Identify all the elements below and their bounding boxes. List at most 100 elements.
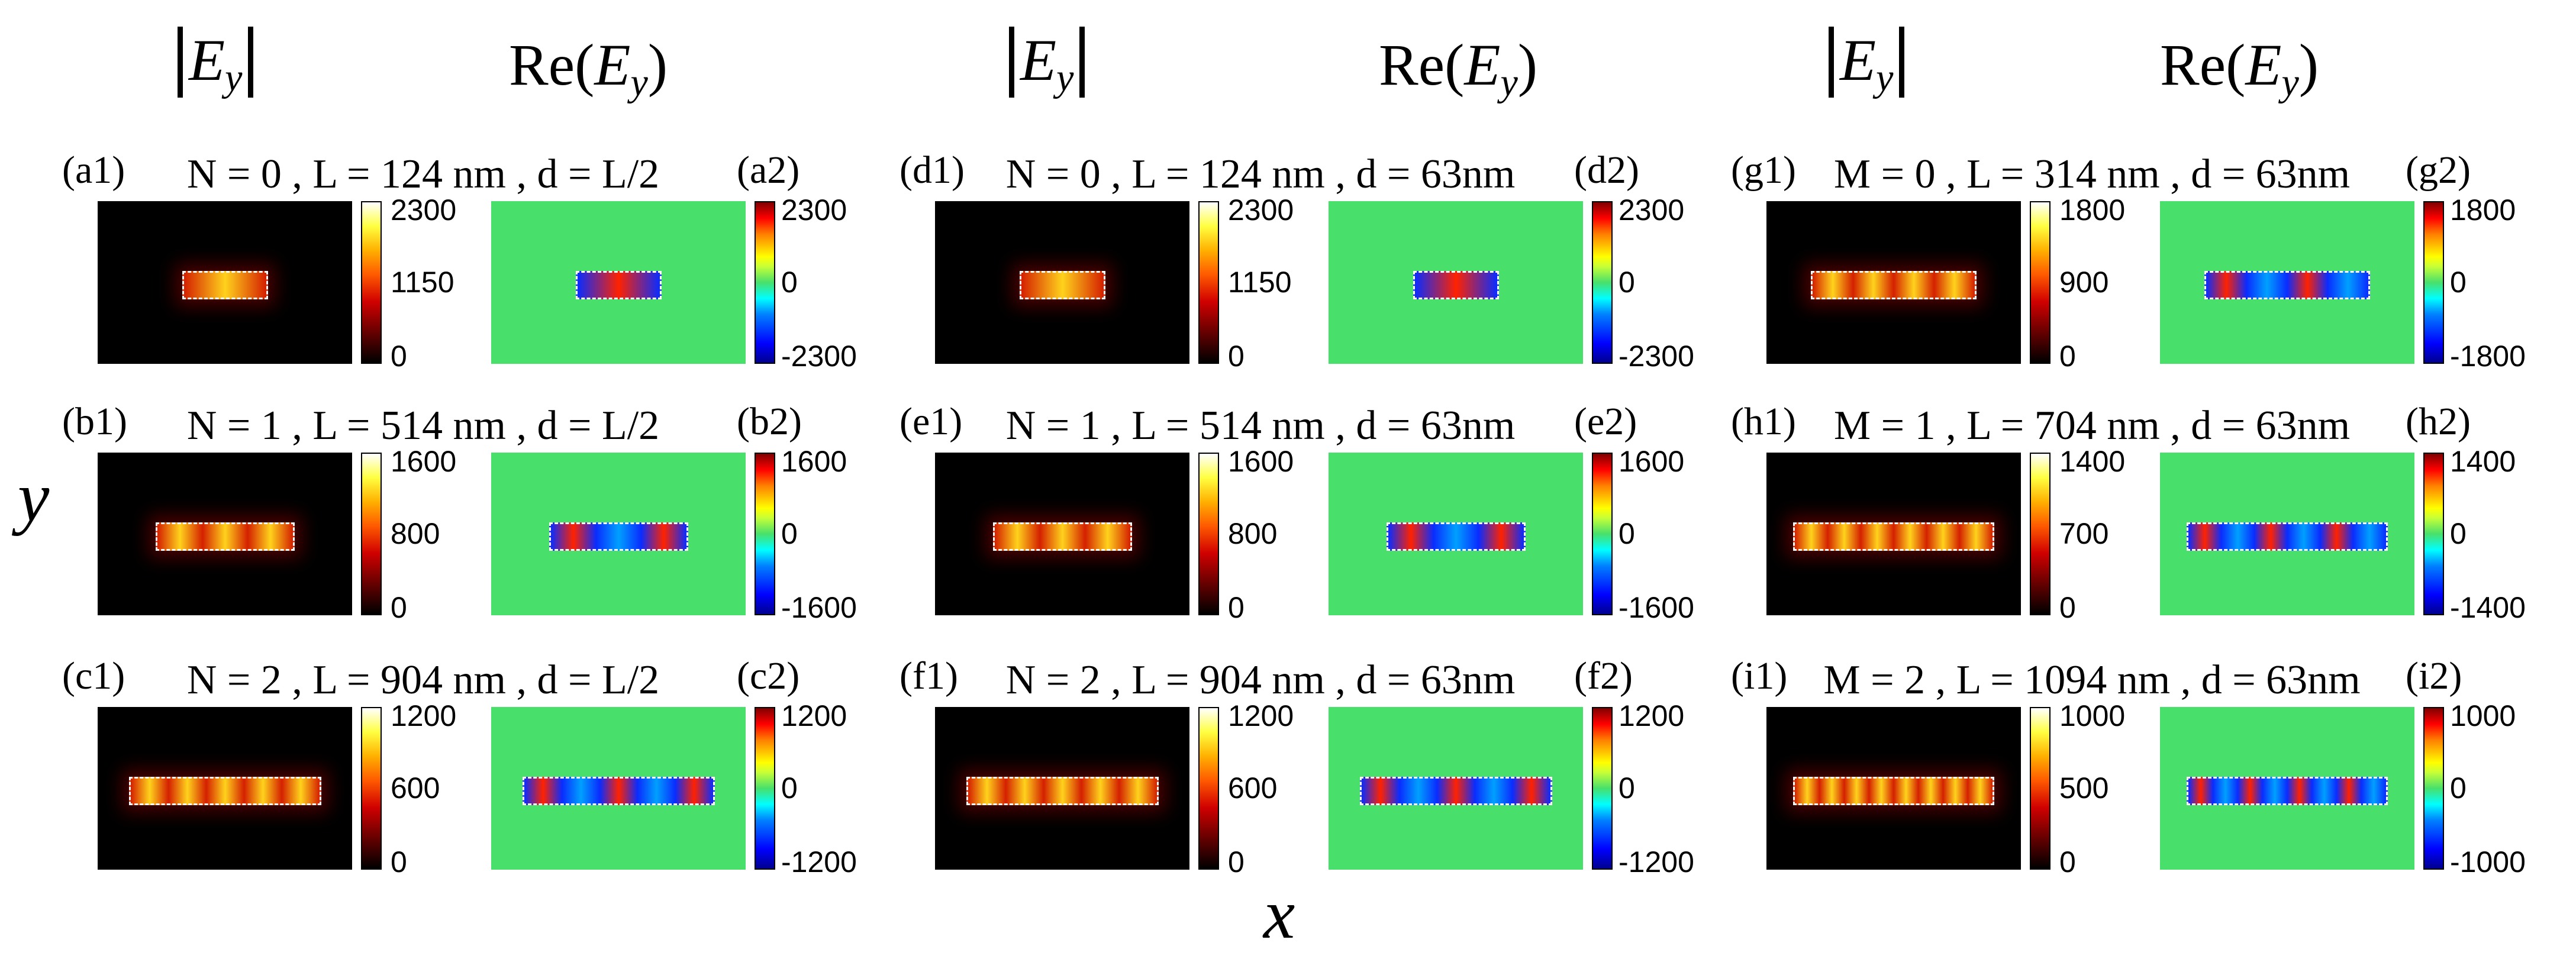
abs-field-strip xyxy=(155,522,295,551)
abs-colorbar-tick: 800 xyxy=(1228,517,1278,550)
abs-colorbar-tick: 0 xyxy=(1228,591,1245,624)
abs-field-map xyxy=(1766,201,2021,364)
panel-title: M = 1 , L = 704 nm , d = 63nm xyxy=(1833,403,2351,448)
re-field-strip xyxy=(1359,777,1552,805)
abs-field-strip xyxy=(182,271,268,299)
abs-field-map xyxy=(935,707,1189,870)
re-colorbar-tick: 1800 xyxy=(2450,193,2516,227)
panel-label: (i1) xyxy=(1731,654,1788,698)
re-field-strip xyxy=(2187,522,2388,551)
re-colorbar-tick: -1000 xyxy=(2450,845,2526,879)
re-field-map xyxy=(2160,453,2414,615)
panel-label: (g1) xyxy=(1731,148,1796,192)
re-field-strip xyxy=(1386,522,1526,551)
header-re-3: Re(Ey) xyxy=(2160,32,2319,104)
re-colorbar-tick: 0 xyxy=(2450,771,2467,805)
abs-colorbar-tick: 1400 xyxy=(2059,445,2126,478)
abs-colorbar xyxy=(2030,707,2051,870)
re-colorbar-tick: 2300 xyxy=(781,193,847,227)
abs-field-map xyxy=(935,201,1189,364)
y-axis-label: y xyxy=(18,457,50,536)
panel-label: (f2) xyxy=(1574,654,1633,698)
abs-field-map xyxy=(1766,707,2021,870)
header-abs-2: Ey xyxy=(1003,27,1091,98)
abs-colorbar-tick: 500 xyxy=(2059,771,2109,805)
re-field-strip xyxy=(1413,271,1499,299)
re-colorbar xyxy=(1592,453,1613,615)
abs-field-strip xyxy=(1793,522,1994,551)
panel-label: (g2) xyxy=(2406,148,2471,192)
re-field-map xyxy=(491,201,746,364)
re-field-map xyxy=(491,453,746,615)
re-colorbar-tick: -1800 xyxy=(2450,340,2526,373)
abs-colorbar xyxy=(2030,453,2051,615)
abs-field-strip xyxy=(992,522,1132,551)
abs-colorbar-tick: 600 xyxy=(391,771,440,805)
re-colorbar-tick: 0 xyxy=(1619,517,1635,550)
panel-label: (h1) xyxy=(1731,400,1796,443)
abs-field-map xyxy=(1766,453,2021,615)
header-re-2: Re(Ey) xyxy=(1379,32,1538,104)
abs-field-strip xyxy=(128,777,321,805)
panel-title: N = 1 , L = 514 nm , d = L/2 xyxy=(186,403,660,448)
re-colorbar-tick: -1600 xyxy=(1619,591,1694,624)
header-abs-3: Ey xyxy=(1823,27,1910,98)
re-field-map xyxy=(1329,453,1583,615)
abs-colorbar-tick: 2300 xyxy=(391,193,457,227)
re-colorbar-tick: -2300 xyxy=(781,340,857,373)
header-re-1: Re(Ey) xyxy=(509,32,668,104)
abs-colorbar-tick: 600 xyxy=(1228,771,1278,805)
abs-colorbar-tick: 700 xyxy=(2059,517,2109,550)
abs-colorbar-tick: 0 xyxy=(2059,340,2076,373)
abs-colorbar-tick: 1800 xyxy=(2059,193,2126,227)
re-field-strip xyxy=(2204,271,2370,299)
abs-colorbar xyxy=(1198,201,1219,364)
abs-field-map xyxy=(98,707,352,870)
abs-colorbar-tick: 1000 xyxy=(2059,699,2126,732)
re-colorbar-tick: -1400 xyxy=(2450,591,2526,624)
x-axis-label: x xyxy=(1263,874,1295,953)
header-abs-1: Ey xyxy=(172,27,259,98)
abs-colorbar xyxy=(361,201,382,364)
panel-label: (e2) xyxy=(1574,400,1637,443)
panel-label: (a1) xyxy=(62,148,125,192)
panel-label: (i2) xyxy=(2406,654,2462,698)
re-colorbar-tick: -1200 xyxy=(781,845,857,879)
re-colorbar-tick: 2300 xyxy=(1619,193,1685,227)
abs-colorbar-tick: 0 xyxy=(1228,845,1245,879)
re-colorbar xyxy=(1592,201,1613,364)
abs-colorbar-tick: 0 xyxy=(2059,845,2076,879)
abs-colorbar-tick: 1200 xyxy=(391,699,457,732)
re-colorbar xyxy=(2423,453,2444,615)
panel-label: (c1) xyxy=(62,654,125,698)
re-colorbar xyxy=(755,201,775,364)
panel-label: (h2) xyxy=(2406,400,2471,443)
re-colorbar-tick: 0 xyxy=(781,517,798,550)
abs-colorbar-tick: 1600 xyxy=(1228,445,1294,478)
abs-colorbar-tick: 900 xyxy=(2059,266,2109,299)
abs-colorbar-tick: 0 xyxy=(1228,340,1245,373)
re-colorbar-tick: 1200 xyxy=(781,699,847,732)
re-field-strip xyxy=(549,522,688,551)
re-colorbar xyxy=(1592,707,1613,870)
abs-colorbar-tick: 0 xyxy=(391,340,407,373)
re-field-strip xyxy=(2187,777,2388,805)
abs-colorbar-tick: 1150 xyxy=(391,266,454,299)
re-field-strip xyxy=(522,777,715,805)
abs-colorbar-tick: 0 xyxy=(2059,591,2076,624)
abs-colorbar-tick: 0 xyxy=(391,591,407,624)
abs-field-strip xyxy=(966,777,1159,805)
abs-colorbar-tick: 2300 xyxy=(1228,193,1294,227)
re-field-map xyxy=(1329,707,1583,870)
abs-field-strip xyxy=(1793,777,1994,805)
re-colorbar-tick: -2300 xyxy=(1619,340,1694,373)
panel-label: (b1) xyxy=(62,400,127,443)
abs-field-map xyxy=(98,453,352,615)
abs-colorbar xyxy=(1198,707,1219,870)
re-colorbar-tick: 1000 xyxy=(2450,699,2516,732)
panel-title: N = 2 , L = 904 nm , d = 63nm xyxy=(1005,657,1516,703)
abs-colorbar-tick: 1600 xyxy=(391,445,457,478)
re-colorbar-tick: 0 xyxy=(2450,266,2467,299)
panel-label: (f1) xyxy=(899,654,958,698)
